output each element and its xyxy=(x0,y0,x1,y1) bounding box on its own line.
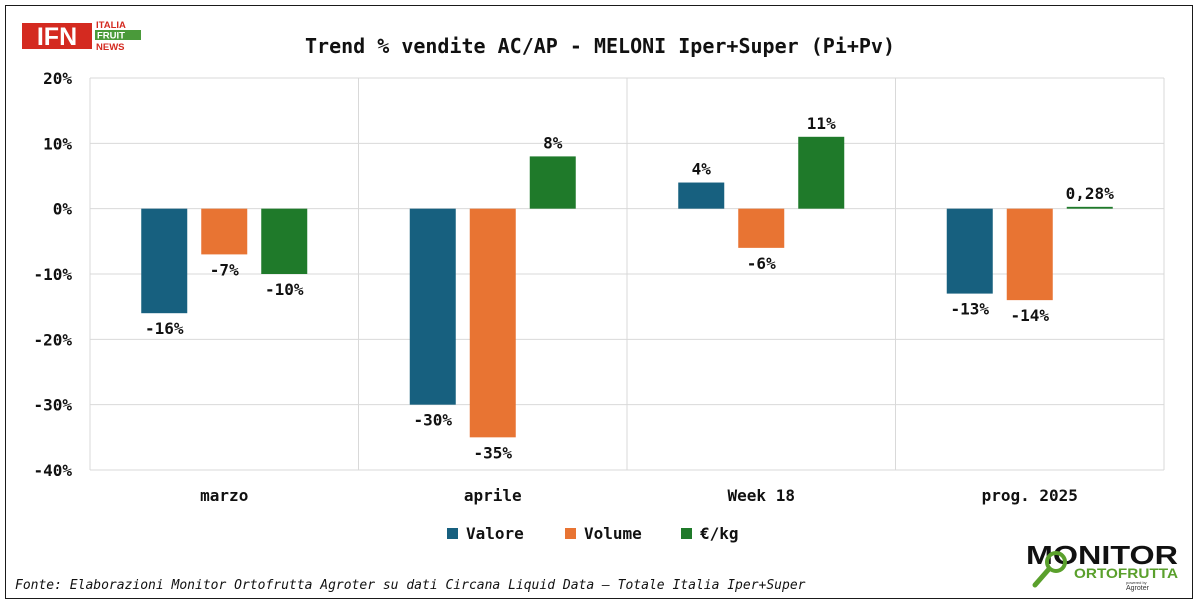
bar-Volume-aprile xyxy=(469,208,516,438)
bar-€/kg-aprile xyxy=(529,156,576,209)
bar-Valore-prog. 2025 xyxy=(946,208,993,294)
magnifier-icon xyxy=(1032,551,1067,588)
bar-€/kg-prog. 2025 xyxy=(1066,206,1113,209)
ifn-logo-line3: NEWS xyxy=(96,42,125,53)
y-tick-label: 10% xyxy=(43,134,72,153)
plot-area: 20% 10% 0% -10% -20% -30% -40% -16% -7% -10% marzo… xyxy=(33,69,1165,505)
ifn-logo-green-band xyxy=(95,30,141,40)
bar-Valore-aprile xyxy=(409,208,456,405)
data-label: -16% xyxy=(145,319,184,338)
bar-€/kg-marzo xyxy=(261,208,308,274)
x-tick-label: aprile xyxy=(464,486,522,505)
y-tick-label: -40% xyxy=(33,461,72,480)
y-tick-label: -10% xyxy=(33,265,72,284)
ifn-logo-badge xyxy=(22,23,92,49)
legend-swatch xyxy=(681,528,692,539)
bar-Volume-Week 18 xyxy=(738,208,785,248)
bar-Valore-Week 18 xyxy=(678,182,725,209)
data-label: -30% xyxy=(413,411,452,430)
ifn-logo-letters: IFN xyxy=(37,23,77,51)
data-label: 11% xyxy=(807,114,836,133)
bar-Volume-prog. 2025 xyxy=(1006,208,1053,301)
chart-title: Trend % vendite AC/AP - MELONI Iper+Supe… xyxy=(305,34,895,58)
monitor-logo-powered: powered by xyxy=(1126,580,1147,585)
data-label: 4% xyxy=(692,160,712,179)
legend-label: Volume xyxy=(584,524,642,543)
data-label: -14% xyxy=(1010,306,1049,325)
data-label: -13% xyxy=(950,300,989,319)
data-label: 8% xyxy=(543,133,563,152)
data-label: 0,28% xyxy=(1066,184,1115,203)
y-tick-label: -30% xyxy=(33,396,72,415)
x-tick-label: Week 18 xyxy=(728,486,795,505)
legend: Valore Volume €/kg xyxy=(447,524,739,543)
y-tick-label: -20% xyxy=(33,330,72,349)
bar-Volume-marzo xyxy=(201,208,248,255)
bar-€/kg-Week 18 xyxy=(798,136,845,209)
ifn-logo-line1: ITALIA xyxy=(96,20,126,31)
ifn-logo-line2: FRUIT xyxy=(97,31,125,42)
chart-frame xyxy=(5,5,1193,599)
legend-swatch xyxy=(565,528,576,539)
y-tick-label: 20% xyxy=(43,69,72,88)
monitor-ortofrutta-logo: MONITOR ORTOFRUTTA powered by Agroter xyxy=(1026,540,1178,592)
bar-Valore-marzo xyxy=(141,208,188,314)
legend-swatch xyxy=(447,528,458,539)
data-label: -10% xyxy=(265,280,304,299)
monitor-logo-word2: ORTOFRUTTA xyxy=(1074,565,1178,581)
legend-label: Valore xyxy=(466,524,524,543)
data-label: -35% xyxy=(473,443,512,462)
data-label: -7% xyxy=(210,260,239,279)
data-label: -6% xyxy=(747,254,776,273)
x-tick-label: prog. 2025 xyxy=(982,486,1078,505)
legend-label: €/kg xyxy=(700,524,739,543)
ifn-logo: IFN ITALIA FRUIT NEWS xyxy=(22,20,141,53)
source-note: Fonte: Elaborazioni Monitor Ortofrutta A… xyxy=(15,578,806,593)
y-tick-label: 0% xyxy=(53,200,73,219)
monitor-logo-brand: Agroter xyxy=(1126,585,1150,592)
x-tick-label: marzo xyxy=(200,486,248,505)
